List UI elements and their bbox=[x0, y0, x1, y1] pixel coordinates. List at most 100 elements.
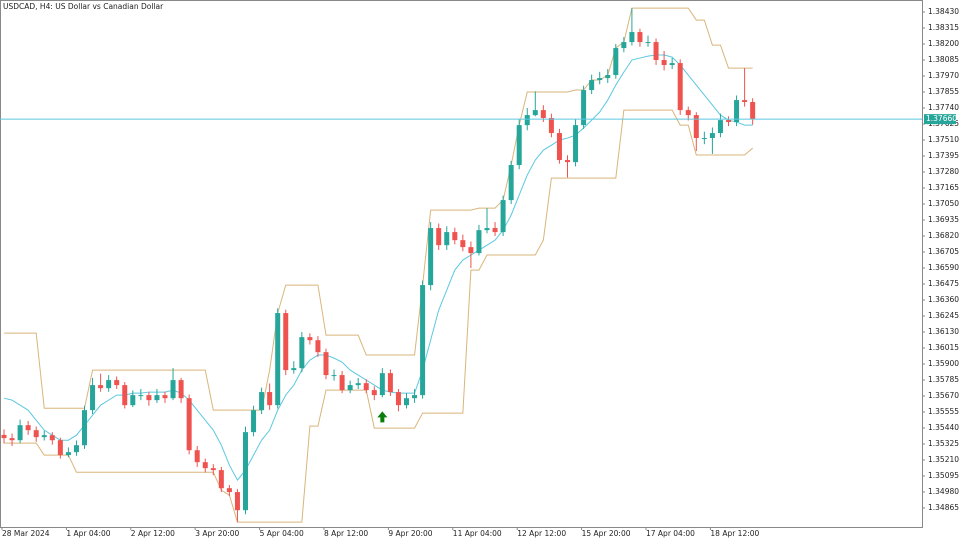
candle-body bbox=[605, 75, 611, 79]
y-tick-label: 1.36475 bbox=[928, 279, 959, 288]
candle-body bbox=[460, 240, 466, 248]
candle-body bbox=[573, 125, 579, 163]
chart-title: USDCAD, H4: US Dollar vs Canadian Dollar bbox=[3, 2, 164, 11]
y-tick-label: 1.37970 bbox=[928, 71, 959, 80]
candle-body bbox=[750, 102, 756, 120]
candle-body bbox=[661, 60, 667, 66]
candle-body bbox=[621, 42, 627, 49]
candle-body bbox=[106, 380, 112, 389]
candle-body bbox=[65, 452, 71, 456]
y-tick-label: 1.34865 bbox=[928, 503, 959, 512]
x-tick-label: 3 Apr 20:00 bbox=[195, 529, 239, 538]
candle-body bbox=[243, 432, 248, 511]
candle-body bbox=[90, 385, 96, 411]
channel-line bbox=[3, 54, 753, 482]
candle-body bbox=[98, 385, 104, 389]
candle-body bbox=[1, 434, 7, 439]
y-tick-label: 1.35210 bbox=[928, 455, 959, 464]
y-tick-label: 1.38430 bbox=[928, 7, 959, 16]
candle-body bbox=[202, 462, 208, 469]
candle-body bbox=[412, 395, 418, 399]
candle-body bbox=[234, 492, 240, 511]
y-tick-label: 1.35325 bbox=[928, 439, 959, 448]
candle-body bbox=[25, 425, 31, 431]
y-tick-label: 1.37740 bbox=[928, 103, 959, 112]
candle-body bbox=[323, 352, 329, 376]
y-tick-label: 1.38315 bbox=[928, 23, 959, 32]
candle-body bbox=[146, 395, 152, 401]
x-tick-label: 1 Apr 04:00 bbox=[66, 529, 110, 538]
candle-body bbox=[645, 42, 651, 44]
x-tick-label: 8 Apr 12:00 bbox=[324, 529, 368, 538]
candle-body bbox=[395, 392, 401, 406]
candle-body bbox=[9, 438, 15, 441]
candle-body bbox=[299, 337, 305, 369]
candle-body bbox=[82, 410, 87, 446]
y-tick-label: 1.37280 bbox=[928, 167, 959, 176]
y-tick-label: 1.37510 bbox=[928, 135, 959, 144]
channel-line bbox=[4, 109, 753, 523]
y-tick-label: 1.36820 bbox=[928, 231, 959, 240]
candle-body bbox=[194, 450, 200, 463]
candle-body bbox=[275, 313, 281, 406]
candle-body bbox=[73, 445, 79, 453]
candle-body bbox=[387, 373, 393, 393]
candle-body bbox=[251, 410, 257, 433]
signal-arrow bbox=[377, 411, 388, 423]
candle-body bbox=[428, 228, 434, 286]
candle-body bbox=[484, 228, 490, 231]
current-price-box bbox=[924, 114, 956, 125]
candle-body bbox=[339, 375, 345, 391]
candle-body bbox=[492, 228, 498, 233]
y-tick-label: 1.35670 bbox=[928, 391, 959, 400]
candle-body bbox=[444, 232, 450, 246]
candle-body bbox=[532, 110, 538, 116]
candle-body bbox=[17, 425, 23, 441]
candle-body bbox=[186, 398, 192, 451]
candle-body bbox=[685, 110, 691, 116]
candle-body bbox=[613, 48, 619, 76]
x-tick-label: 28 Mar 2024 bbox=[2, 529, 50, 538]
candle-body bbox=[436, 228, 442, 246]
candle-body bbox=[355, 383, 361, 386]
x-tick-label: 18 Apr 12:00 bbox=[710, 529, 759, 538]
candle-body bbox=[218, 470, 224, 489]
x-tick-label: 17 Apr 04:00 bbox=[646, 529, 695, 538]
candle-body bbox=[524, 115, 530, 126]
candle-body bbox=[500, 200, 506, 233]
x-tick-label: 9 Apr 20:00 bbox=[388, 529, 432, 538]
candle-body bbox=[162, 395, 168, 399]
candle-body bbox=[379, 373, 385, 396]
candle-body bbox=[41, 435, 47, 438]
candle-body bbox=[508, 165, 514, 201]
y-tick-label: 1.36015 bbox=[928, 343, 959, 352]
candle-body bbox=[556, 133, 562, 161]
y-tick-label: 1.37855 bbox=[928, 87, 959, 96]
candle-body bbox=[315, 340, 321, 353]
y-tick-label: 1.36935 bbox=[928, 215, 959, 224]
y-tick-label: 1.36360 bbox=[928, 295, 959, 304]
candle-body bbox=[717, 120, 723, 134]
y-tick-label: 1.35785 bbox=[928, 375, 959, 384]
candle-body bbox=[637, 32, 643, 43]
y-tick-label: 1.36245 bbox=[928, 311, 959, 320]
candle-body bbox=[420, 285, 426, 396]
y-tick-label: 1.37050 bbox=[928, 199, 959, 208]
candle-body bbox=[701, 138, 707, 140]
candle-body bbox=[178, 380, 184, 399]
candle-body bbox=[726, 120, 731, 123]
x-tick-label: 5 Apr 04:00 bbox=[260, 529, 304, 538]
candle-body bbox=[452, 232, 458, 241]
x-tick-label: 12 Apr 12:00 bbox=[517, 529, 566, 538]
candle-body bbox=[742, 100, 748, 103]
candle-body bbox=[138, 395, 144, 397]
y-tick-label: 1.36705 bbox=[928, 247, 959, 256]
candle-body bbox=[548, 118, 554, 134]
y-tick-label: 1.38085 bbox=[928, 55, 959, 64]
candle-body bbox=[210, 468, 216, 471]
candle-body bbox=[516, 125, 522, 166]
candle-body bbox=[283, 313, 289, 371]
current-price-label: 1.37660 bbox=[926, 114, 957, 123]
x-tick-label: 15 Apr 20:00 bbox=[582, 529, 631, 538]
